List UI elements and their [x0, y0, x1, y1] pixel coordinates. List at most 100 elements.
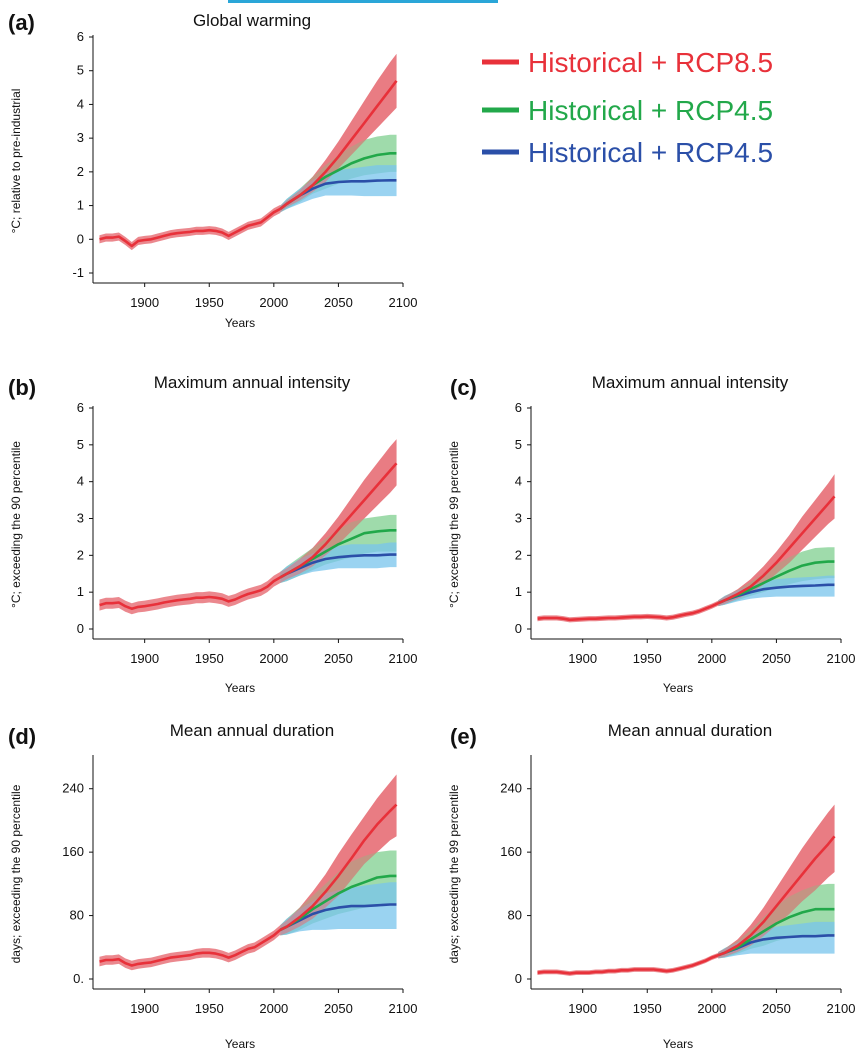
y-tick-label: 0 — [77, 231, 84, 246]
y-tick-label: 1 — [77, 584, 84, 599]
y-axis-label: days; exceeding the 99 percentile — [447, 784, 461, 963]
y-tick-label: 4 — [515, 474, 522, 489]
x-tick-label: 2100 — [389, 1001, 418, 1016]
y-tick-label: 0 — [515, 971, 522, 986]
x-tick-label: 1950 — [195, 295, 224, 310]
x-tick-label: 2000 — [259, 295, 288, 310]
x-tick-label: 1950 — [195, 651, 224, 666]
panel-letter: (e) — [450, 724, 477, 749]
panel-title: Maximum annual intensity — [154, 373, 351, 392]
top-accent-bar — [228, 0, 498, 3]
y-tick-label: 240 — [62, 781, 84, 796]
chart-panel-5: (e) Mean annual duration 0 80 160 240 1900 1950… — [447, 721, 855, 1051]
band-rcp85-overlay — [280, 439, 397, 583]
y-tick-label: 3 — [77, 511, 84, 526]
band-rcp26 — [280, 542, 397, 583]
x-tick-label: 2050 — [324, 651, 353, 666]
y-tick-label: 5 — [77, 63, 84, 78]
y-tick-label: 2 — [77, 164, 84, 179]
x-tick-label: 1900 — [130, 1001, 159, 1016]
y-tick-label: -1 — [72, 265, 84, 280]
x-tick-label: 2050 — [762, 1001, 791, 1016]
y-tick-label: 4 — [77, 96, 84, 111]
x-axis-label: Years — [225, 681, 255, 695]
x-tick-label: 1900 — [130, 295, 159, 310]
line-historical — [99, 576, 281, 610]
legend-label: Historical + RCP4.5 — [528, 95, 773, 126]
panel-title: Maximum annual intensity — [592, 373, 789, 392]
x-tick-label: 2000 — [697, 1001, 726, 1016]
band-rcp85-overlay — [718, 474, 835, 607]
y-tick-label: 5 — [77, 437, 84, 452]
y-tick-label: 5 — [515, 437, 522, 452]
legend: Historical + RCP8.5 Historical + RCP4.5 Hi… — [482, 47, 773, 168]
band-historical — [99, 571, 281, 615]
x-tick-label: 2000 — [259, 1001, 288, 1016]
y-tick-label: 1 — [77, 198, 84, 213]
x-axis-label: Years — [225, 316, 255, 330]
y-tick-label: 6 — [77, 29, 84, 44]
x-tick-label: 1950 — [195, 1001, 224, 1016]
x-tick-label: 1900 — [568, 1001, 597, 1016]
y-tick-label: 80 — [70, 908, 84, 923]
panel-title: Global warming — [193, 11, 311, 30]
y-tick-label: 0 — [77, 621, 84, 636]
line-rcp85 — [717, 495, 836, 605]
y-tick-label: 160 — [500, 844, 522, 859]
panel-letter: (b) — [8, 375, 36, 400]
y-tick-label: 80 — [508, 908, 522, 923]
y-tick-label: 3 — [77, 130, 84, 145]
line-historical — [99, 207, 281, 248]
band-historical — [99, 925, 281, 971]
line-historical — [537, 602, 719, 622]
y-axis-label: days; exceeding the 90 percentile — [9, 784, 23, 963]
y-tick-label: 1 — [515, 584, 522, 599]
panel-letter: (a) — [8, 10, 35, 35]
line-rcp85 — [279, 462, 398, 579]
x-tick-label: 1900 — [568, 651, 597, 666]
chart-panel-1: (a) Global warming -1 0 1 2 3 4 5 6 1900 1950 2000 20… — [8, 10, 417, 330]
panel-letter: (c) — [450, 375, 477, 400]
band-rcp85-overlay — [718, 804, 835, 959]
x-tick-label: 2100 — [827, 651, 856, 666]
panel-letter: (d) — [8, 724, 36, 749]
band-rcp85-overlay — [280, 774, 397, 936]
x-tick-label: 2050 — [324, 295, 353, 310]
y-axis-label: °C; exceeding the 90 percentile — [9, 441, 23, 608]
line-historical — [537, 953, 719, 975]
y-tick-label: 2 — [515, 547, 522, 562]
panel-title: Mean annual duration — [608, 721, 772, 740]
x-tick-label: 2050 — [324, 1001, 353, 1016]
x-tick-label: 2100 — [389, 295, 418, 310]
chart-panel-3: (c) Maximum annual intensity 0 1 2 3 4 5 6 1900 19… — [447, 373, 855, 695]
legend-label: Historical + RCP4.5 — [528, 137, 773, 168]
y-tick-label: 0 — [515, 621, 522, 636]
band-rcp26 — [280, 165, 397, 213]
line-rcp85 — [279, 803, 398, 931]
chart-panel-4: (d) Mean annual duration 0. 80 160 240 1900 195… — [8, 721, 417, 1051]
x-tick-label: 2100 — [389, 651, 418, 666]
y-tick-label: 6 — [515, 400, 522, 415]
y-tick-label: 240 — [500, 781, 522, 796]
x-tick-label: 1950 — [633, 1001, 662, 1016]
y-tick-label: 0. — [73, 971, 84, 986]
chart-panel-2: (b) Maximum annual intensity 0 1 2 3 4 5 6 1900 19… — [8, 373, 417, 695]
y-tick-label: 3 — [515, 511, 522, 526]
y-axis-label: °C; relative to pre-industrial — [9, 89, 23, 234]
line-historical — [99, 928, 282, 967]
x-axis-label: Years — [225, 1037, 255, 1051]
x-tick-label: 2050 — [762, 651, 791, 666]
y-tick-label: 2 — [77, 547, 84, 562]
band-rcp26 — [718, 921, 835, 959]
y-tick-label: 4 — [77, 474, 84, 489]
x-tick-label: 1950 — [633, 651, 662, 666]
panel-title: Mean annual duration — [170, 721, 334, 740]
line-rcp85 — [279, 80, 398, 210]
x-tick-label: 2100 — [827, 1001, 856, 1016]
x-tick-label: 2000 — [697, 651, 726, 666]
band-rcp26 — [718, 575, 835, 607]
y-tick-label: 160 — [62, 844, 84, 859]
y-axis-label: °C; exceeding the 99 percentile — [447, 441, 461, 608]
